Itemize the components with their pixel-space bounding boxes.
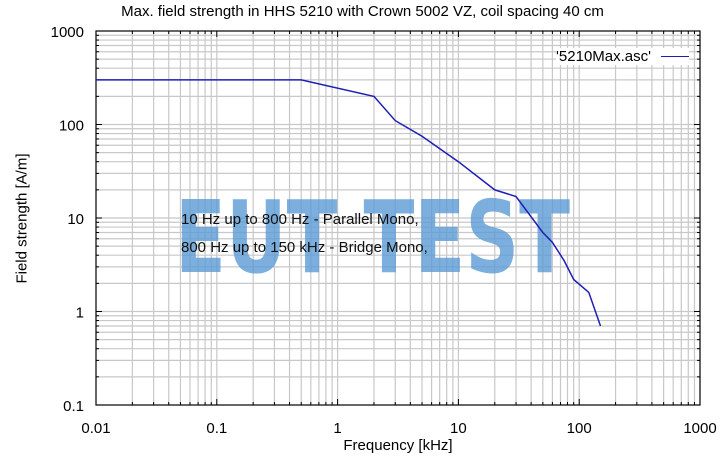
chart-title: Max. field strength in HHS 5210 with Cro… [121, 3, 604, 20]
svg-text:1000: 1000 [683, 420, 716, 437]
svg-text:1000: 1000 [51, 24, 84, 41]
svg-text:EUT TEST: EUT TEST [175, 179, 570, 296]
svg-text:1: 1 [76, 305, 84, 322]
svg-text:1: 1 [333, 420, 341, 437]
svg-text:10: 10 [67, 211, 84, 228]
svg-text:10: 10 [450, 420, 467, 437]
svg-text:100: 100 [567, 420, 592, 437]
svg-text:0.01: 0.01 [81, 420, 110, 437]
annotation-parallel-mono: 10 Hz up to 800 Hz - Parallel Mono, [181, 211, 419, 228]
annotation-bridge-mono: 800 Hz up to 150 kHz - Bridge Mono, [181, 239, 428, 256]
svg-text:100: 100 [59, 118, 84, 135]
legend-line-swatch [661, 56, 689, 57]
svg-text:0.1: 0.1 [63, 398, 84, 415]
axis-ticks [95, 31, 700, 406]
series-line [96, 79, 602, 327]
watermark: EUT TEST [175, 179, 570, 296]
tick-labels: 0.01 0.1 1 10 100 1000 0.1 1 10 100 1000 [51, 24, 717, 437]
legend-label: '5210Max.asc' [556, 48, 651, 65]
x-axis-label: Frequency [kHz] [343, 437, 453, 454]
grid-lines [96, 31, 700, 405]
y-axis-label: Field strength [A/m] [13, 153, 31, 284]
legend: '5210Max.asc' [556, 48, 689, 65]
svg-text:0.1: 0.1 [206, 420, 227, 437]
